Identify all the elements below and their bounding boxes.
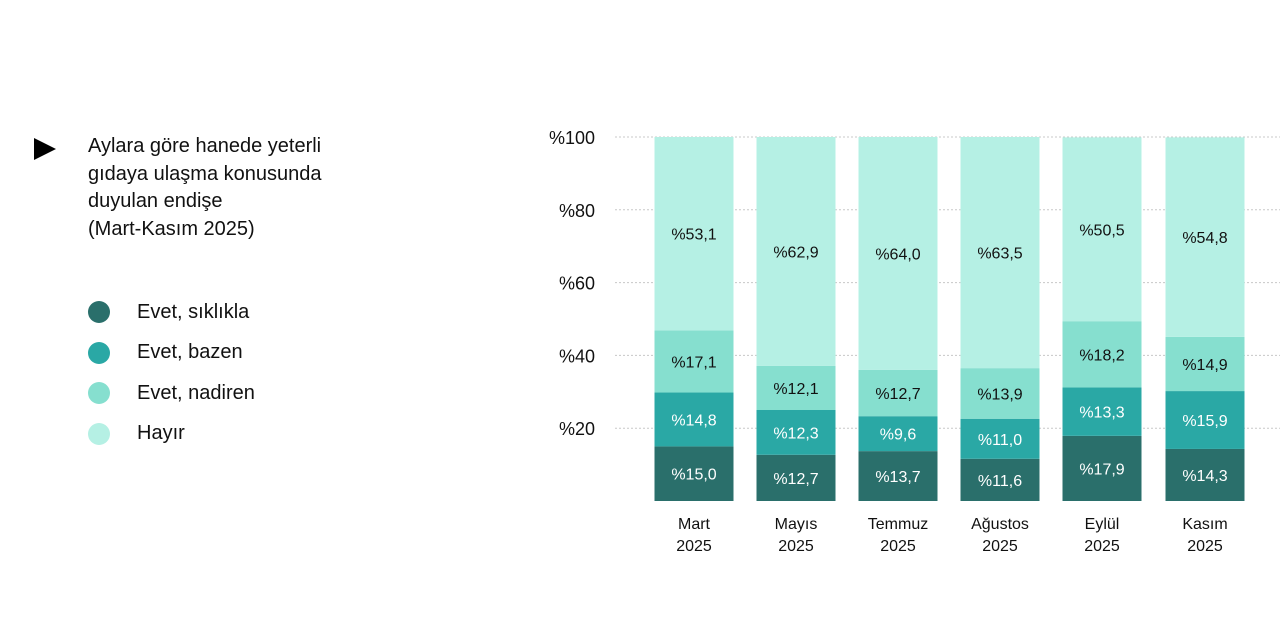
legend-item: Evet, sıklıkla xyxy=(88,292,255,333)
legend-label: Evet, nadiren xyxy=(137,381,255,404)
title-line: (Mart-Kasım 2025) xyxy=(88,217,255,240)
bar-segment xyxy=(756,454,836,501)
bar-segment xyxy=(1062,435,1142,501)
data-label: %14,3 xyxy=(1182,468,1227,485)
data-label: %13,7 xyxy=(875,469,920,486)
bar-segment xyxy=(654,137,734,331)
data-label: %62,9 xyxy=(773,244,818,261)
x-tick-label: Ağustos xyxy=(971,516,1029,533)
data-label: %9,6 xyxy=(880,427,917,444)
data-label: %12,7 xyxy=(875,386,920,403)
legend: Evet, sıklıkla Evet, bazen Evet, nadiren Ha… xyxy=(88,292,255,454)
legend-swatch xyxy=(88,382,110,405)
bar-segment xyxy=(1165,336,1245,392)
legend-swatch xyxy=(88,301,110,324)
title-line: duyulan endişe xyxy=(88,190,223,212)
bar-segment xyxy=(960,458,1040,501)
data-label: %15,0 xyxy=(671,467,716,484)
play-arrow-icon xyxy=(34,138,56,160)
x-tick-label: 2025 xyxy=(1187,538,1223,555)
legend-item: Evet, bazen xyxy=(88,333,255,374)
title-line: Aylara göre hanede yeterli xyxy=(88,135,322,157)
bar-segment xyxy=(960,368,1040,419)
bar-segment xyxy=(756,137,836,366)
x-tick-label: Kasım xyxy=(1182,516,1227,533)
bar-segment xyxy=(960,418,1040,459)
bar-segment xyxy=(1165,391,1245,449)
bar-segment xyxy=(1062,321,1142,388)
data-label: %17,1 xyxy=(671,354,716,371)
legend-item: Hayır xyxy=(88,414,255,455)
y-tick-label: %80 xyxy=(559,201,595,221)
x-tick-label: 2025 xyxy=(1084,538,1120,555)
data-label: %50,5 xyxy=(1079,222,1124,239)
data-label: %11,0 xyxy=(978,432,1022,449)
y-tick-label: %60 xyxy=(559,274,595,294)
x-tick-label: 2025 xyxy=(982,538,1018,555)
x-tick-label: 2025 xyxy=(676,538,712,555)
bar-segment xyxy=(1062,387,1142,436)
bar-segment xyxy=(654,446,734,501)
x-tick-label: 2025 xyxy=(778,538,814,555)
bar-segment xyxy=(654,392,734,447)
legend-item: Evet, nadiren xyxy=(88,373,255,414)
x-tick-label: Mayıs xyxy=(775,516,818,533)
x-tick-label: 2025 xyxy=(880,538,916,555)
bar-segment xyxy=(756,365,836,410)
data-label: %53,1 xyxy=(671,227,716,244)
chart-title: Aylara göre hanede yeterli gıdaya ulaşma… xyxy=(88,133,388,243)
legend-label: Hayır xyxy=(137,422,185,445)
data-label: %17,9 xyxy=(1079,461,1124,478)
data-label: %54,8 xyxy=(1182,230,1227,247)
y-tick-label: %40 xyxy=(559,346,595,366)
title-line: gıdaya ulaşma konusunda xyxy=(88,162,322,185)
data-label: %12,1 xyxy=(773,381,818,398)
data-label: %12,7 xyxy=(773,471,818,488)
bar-segment xyxy=(654,330,734,393)
x-tick-label: Eylül xyxy=(1085,516,1120,533)
bar-segment xyxy=(756,410,836,455)
data-label: %13,9 xyxy=(977,386,1022,403)
data-label: %18,2 xyxy=(1079,347,1124,364)
x-tick-label: Temmuz xyxy=(868,516,928,533)
data-label: %64,0 xyxy=(875,246,920,263)
bar-segment xyxy=(960,137,1040,369)
bar-segment xyxy=(1165,137,1245,337)
data-label: %11,6 xyxy=(978,473,1022,490)
data-label: %63,5 xyxy=(977,246,1022,263)
bar-segment xyxy=(858,137,938,370)
legend-swatch xyxy=(88,422,110,445)
data-label: %14,9 xyxy=(1182,357,1227,374)
bar-segment xyxy=(1165,448,1245,501)
legend-label: Evet, bazen xyxy=(137,341,243,364)
bar-segment xyxy=(1062,137,1142,322)
y-tick-label: %100 xyxy=(549,128,595,148)
data-label: %14,8 xyxy=(671,412,716,429)
data-label: %12,3 xyxy=(773,425,818,442)
bar-segment xyxy=(858,451,938,501)
legend-label: Evet, sıklıkla xyxy=(137,300,250,323)
data-label: %13,3 xyxy=(1079,405,1124,422)
data-label: %15,9 xyxy=(1182,413,1227,430)
bar-segment xyxy=(858,369,938,417)
legend-swatch xyxy=(88,341,110,364)
y-tick-label: %20 xyxy=(559,419,595,439)
x-tick-label: Mart xyxy=(678,516,711,533)
bar-segment xyxy=(858,416,938,452)
